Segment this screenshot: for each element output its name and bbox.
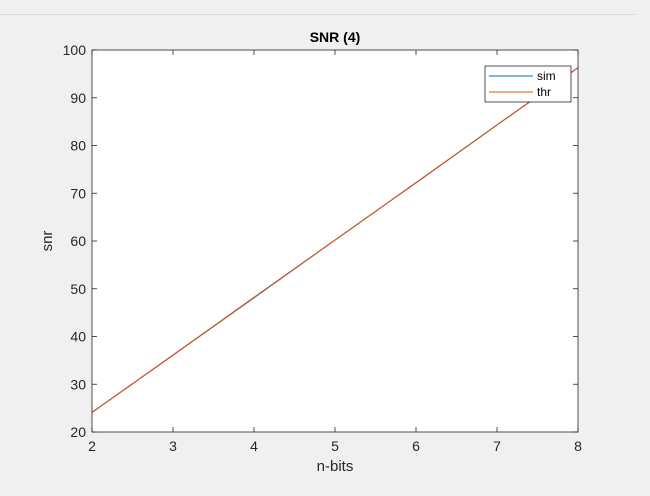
- y-tick-label: 20: [70, 424, 86, 440]
- legend-box: [484, 65, 572, 103]
- chart-title: SNR (4): [310, 29, 361, 45]
- x-tick-label: 6: [412, 438, 420, 454]
- legend-label-thr: thr: [537, 85, 551, 99]
- axes-background: [92, 50, 578, 432]
- ticks-layer: 2 3 4 5 6 7 8 20 30 40 50 60 70 80 90 100: [63, 42, 582, 454]
- y-axis-label: snr: [39, 231, 56, 252]
- x-axis-label: n-bits: [317, 458, 354, 475]
- y-tick-label: 50: [70, 281, 86, 297]
- legend: sim thr: [484, 65, 572, 103]
- x-tick-label: 2: [88, 438, 96, 454]
- legend-label-sim: sim: [537, 69, 556, 83]
- x-tick-label: 8: [574, 438, 582, 454]
- x-tick-label: 5: [331, 438, 339, 454]
- x-tick-label: 3: [169, 438, 177, 454]
- series-line-thr: [91, 67, 579, 413]
- y-tick-label: 70: [70, 185, 86, 201]
- y-tick-label: 100: [63, 42, 87, 58]
- y-tick-label: 90: [70, 90, 86, 106]
- y-tick-label: 30: [70, 376, 86, 392]
- series-layer: [91, 67, 579, 413]
- y-tick-label: 80: [70, 138, 86, 154]
- x-tick-label: 4: [250, 438, 258, 454]
- x-tick-label: 7: [493, 438, 501, 454]
- window-top-border: [0, 14, 636, 15]
- y-tick-label: 60: [70, 233, 86, 249]
- y-tick-label: 40: [70, 329, 86, 345]
